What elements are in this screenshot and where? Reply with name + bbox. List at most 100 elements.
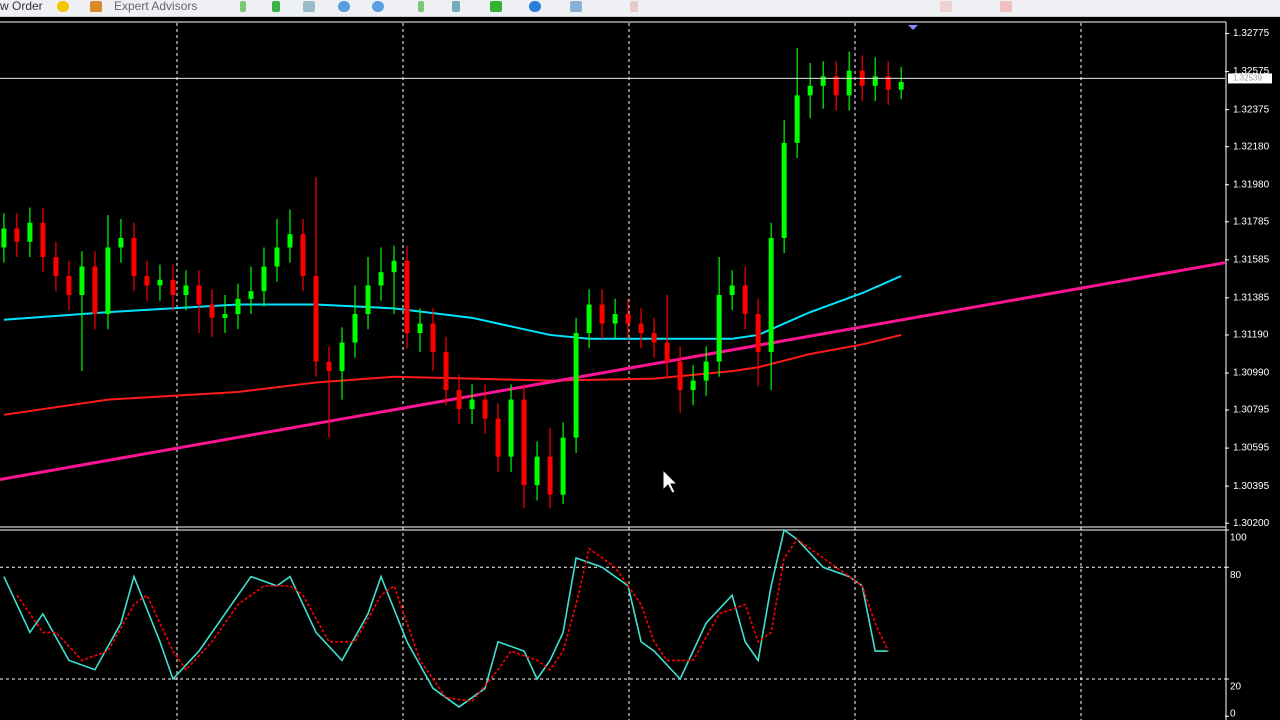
candle-body: [365, 285, 371, 315]
candle-body: [456, 390, 462, 410]
candle-body: [79, 266, 85, 296]
y-tick-label: 1.32575: [1233, 66, 1270, 77]
mouse-cursor: [662, 468, 679, 494]
candle-body: [404, 260, 410, 334]
candle-body: [105, 247, 111, 315]
indicator-line: [3, 333, 902, 416]
icon[interactable]: [418, 1, 424, 12]
candle-body: [235, 298, 241, 315]
candle-body: [352, 314, 358, 343]
candle-body: [612, 314, 618, 324]
candle-body: [651, 333, 657, 343]
candle-body: [846, 70, 852, 96]
icon[interactable]: [452, 1, 460, 12]
icon[interactable]: [490, 1, 502, 12]
candle-body: [872, 76, 878, 86]
chart-background: [0, 18, 1280, 720]
y-tick-label: 20: [1230, 682, 1242, 693]
candle-body: [573, 333, 579, 438]
candle-body: [339, 342, 345, 372]
candle-body: [443, 352, 449, 391]
expert-advisors-button[interactable]: Expert Advisors: [114, 0, 198, 13]
candle-body: [599, 304, 605, 324]
y-tick-label: 1.32375: [1233, 104, 1270, 115]
candle-body: [378, 272, 384, 286]
candle-body: [274, 247, 280, 267]
y-tick-label: 1.32775: [1233, 28, 1270, 39]
candle-body: [417, 323, 423, 334]
oscillator-line: [3, 528, 889, 708]
icon[interactable]: [570, 1, 582, 12]
candle-body: [677, 361, 683, 391]
candle-body: [729, 285, 735, 296]
candle-body: [521, 399, 527, 486]
y-tick-label: 100: [1230, 533, 1247, 544]
icon[interactable]: [630, 1, 638, 12]
candle-body: [157, 279, 163, 286]
candle-body: [287, 234, 293, 248]
icon[interactable]: [529, 1, 541, 12]
candle-body: [625, 314, 631, 324]
icon[interactable]: [1000, 1, 1012, 12]
candle-body: [1, 228, 7, 248]
y-tick-label: 0: [1230, 709, 1236, 720]
candle-body: [469, 399, 475, 410]
y-tick-label: 1.31585: [1233, 254, 1270, 265]
icon[interactable]: [272, 1, 280, 12]
candle-body: [248, 291, 254, 299]
y-tick-label: 1.31385: [1233, 293, 1270, 304]
indicator-line: [0, 261, 1226, 481]
icon: [90, 1, 102, 12]
candle-body: [14, 228, 20, 242]
y-tick-label: 1.32180: [1233, 141, 1270, 152]
candle-body: [508, 399, 514, 457]
candle-body: [482, 399, 488, 419]
y-tick-label: 80: [1230, 570, 1242, 581]
candle-body: [300, 234, 306, 276]
candle-body: [716, 295, 722, 362]
candle-body: [768, 237, 774, 353]
candle-body: [196, 285, 202, 305]
new-order-button[interactable]: w Order: [0, 0, 43, 13]
candle-body: [313, 276, 319, 362]
candle-body: [66, 276, 72, 296]
current-price-box: [1228, 73, 1272, 84]
candle-body: [40, 222, 46, 257]
toolbar: w Order Expert Advisors: [0, 0, 1280, 17]
candle-body: [170, 279, 176, 296]
candle-body: [547, 456, 553, 495]
candle-body: [794, 95, 800, 143]
y-tick-label: 1.31980: [1233, 179, 1270, 190]
y-tick-label: 1.31190: [1233, 330, 1269, 341]
icon[interactable]: [240, 1, 246, 12]
candle-body: [898, 82, 904, 90]
candle-body: [131, 237, 137, 276]
candle-body: [807, 85, 813, 96]
candle-body: [144, 276, 150, 286]
candle-body: [118, 237, 124, 248]
current-price-label: 1.32539: [1233, 74, 1262, 83]
candle-body: [53, 256, 59, 276]
icon[interactable]: [372, 1, 384, 12]
candle-body: [885, 76, 891, 90]
oscillator-line: [16, 538, 889, 703]
candle-body: [638, 323, 644, 334]
candle-body: [222, 314, 228, 318]
candle-body: [703, 361, 709, 381]
candle-body: [586, 304, 592, 334]
icon[interactable]: [338, 1, 350, 12]
candle-body: [92, 266, 98, 315]
candle-body: [27, 222, 33, 242]
icon: [57, 1, 69, 12]
candle-body: [391, 260, 397, 273]
candle-body: [781, 142, 787, 238]
candle-body: [430, 323, 436, 353]
candle-body: [495, 418, 501, 457]
candle-body: [261, 266, 267, 292]
icon[interactable]: [940, 1, 952, 12]
icon[interactable]: [303, 1, 315, 12]
candle-body: [326, 361, 332, 372]
y-tick-label: 1.30595: [1233, 443, 1270, 454]
